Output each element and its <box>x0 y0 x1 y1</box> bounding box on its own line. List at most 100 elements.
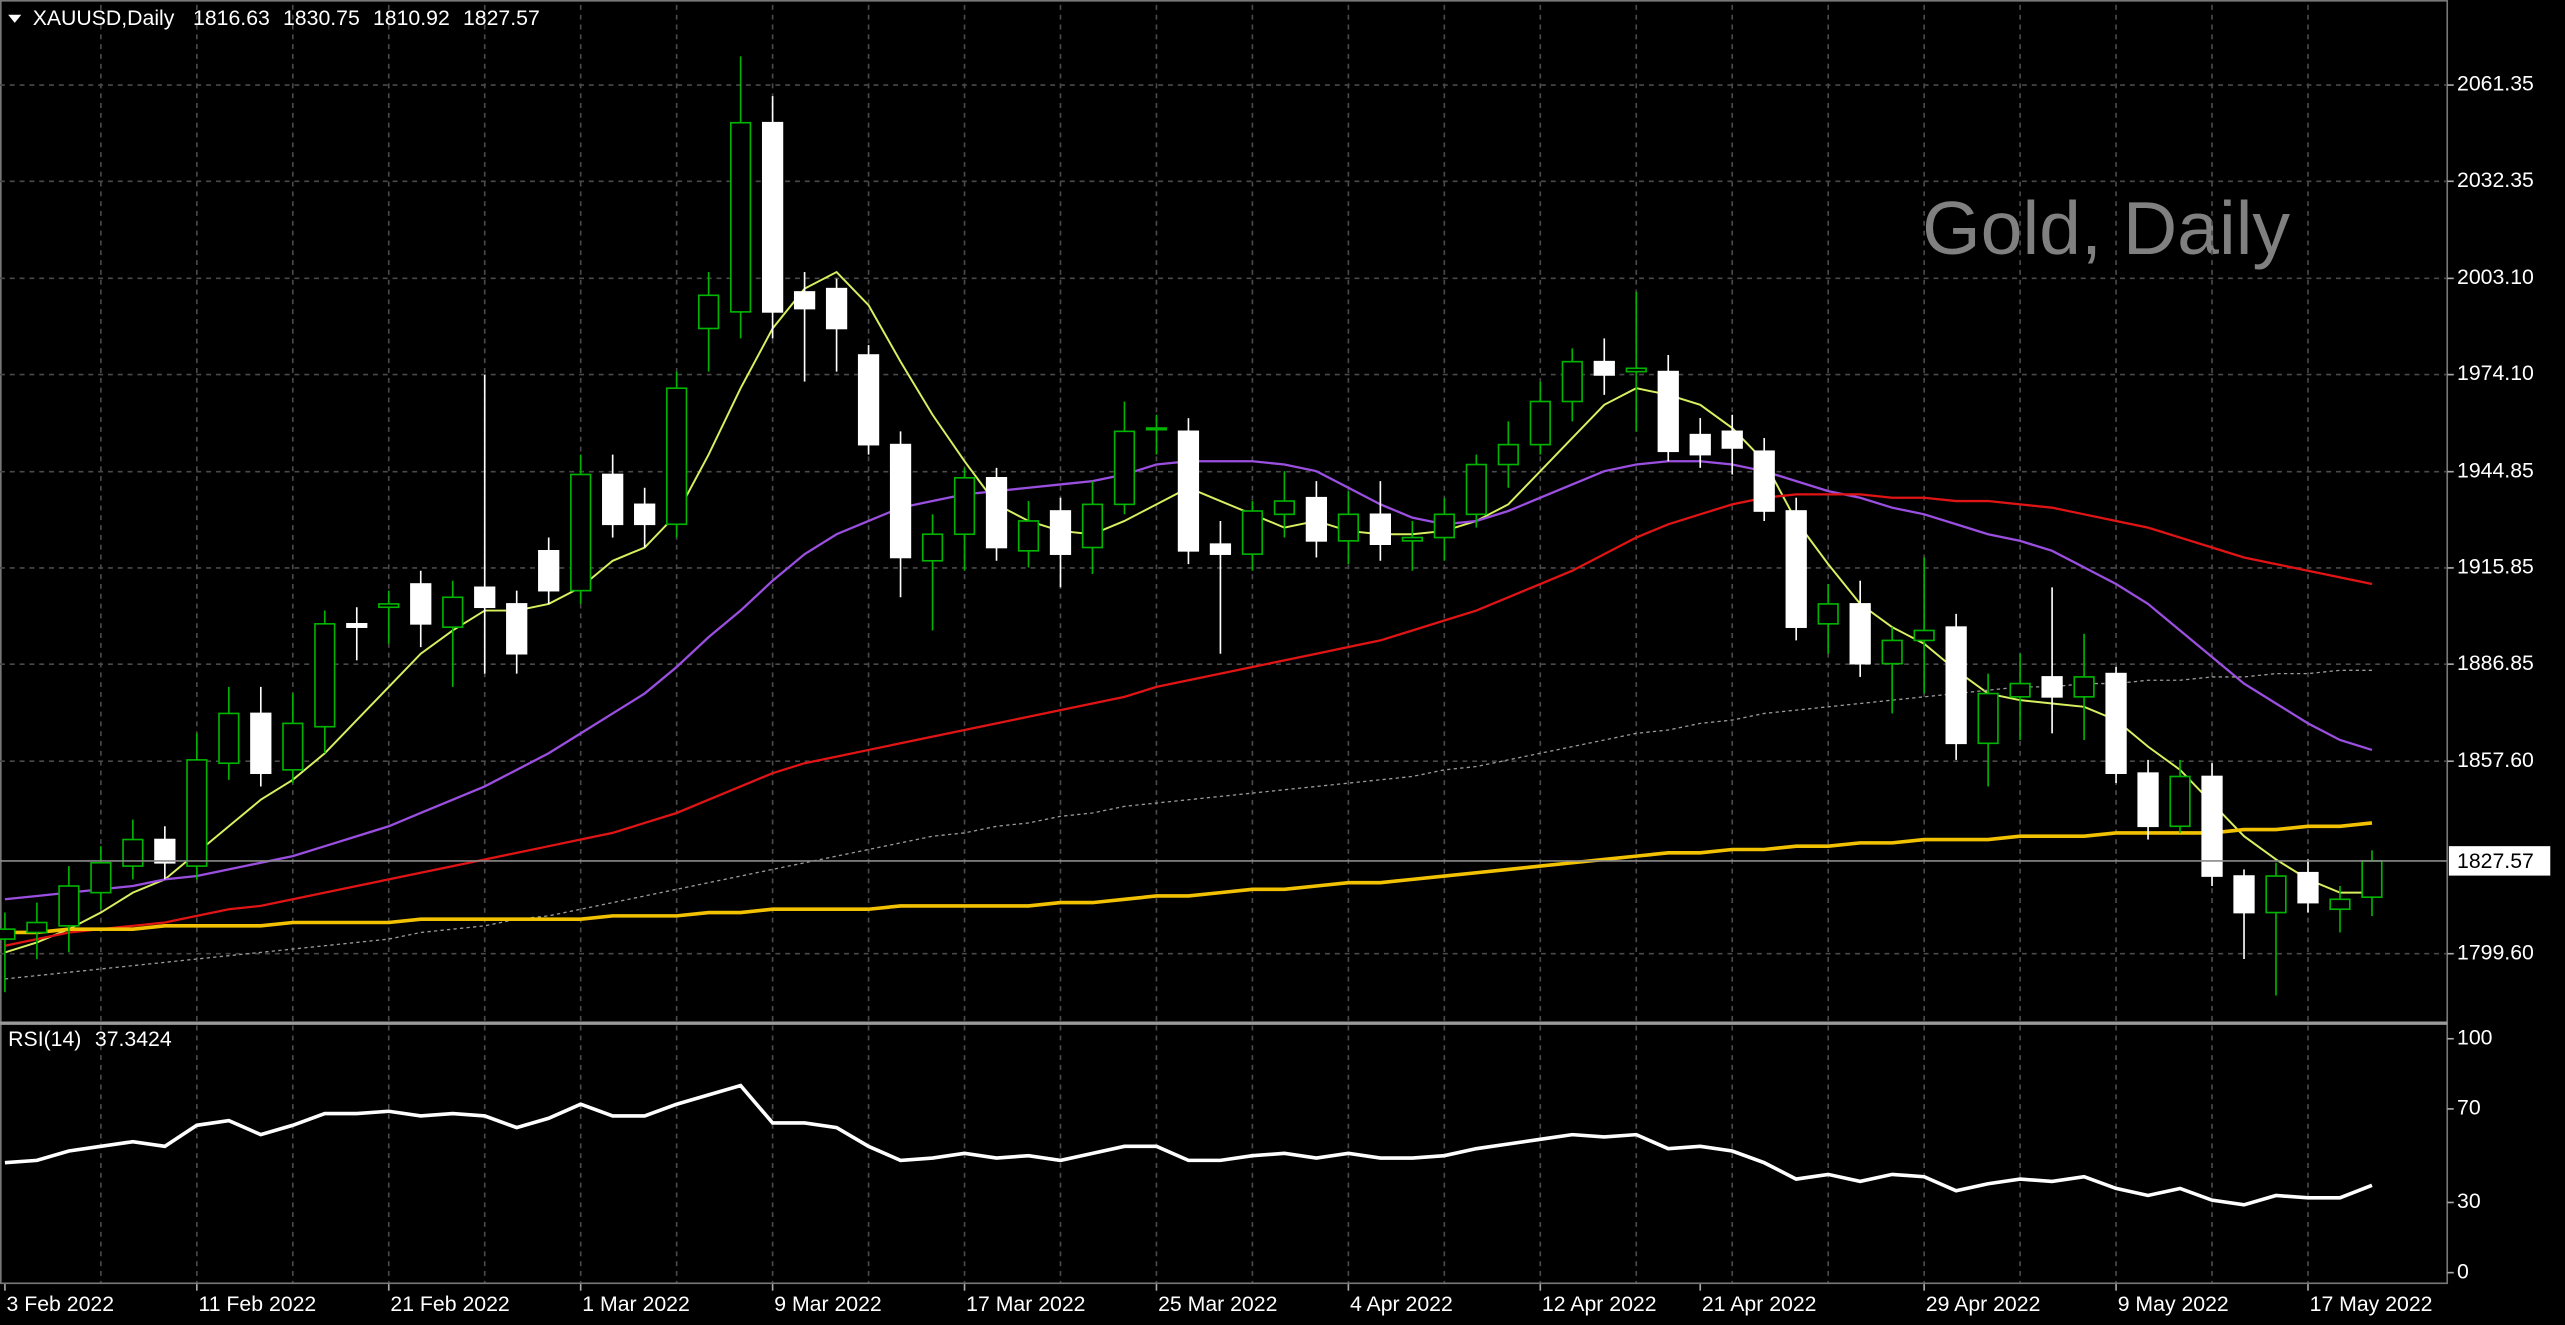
candle-body <box>346 623 368 628</box>
y-tick-label: 2003.10 <box>2457 265 2534 289</box>
current-price-box <box>2448 846 2551 876</box>
candle-body <box>0 928 16 940</box>
rsi-title: RSI(14) <box>8 1027 81 1051</box>
candle-body <box>2233 875 2255 914</box>
candle-body <box>1529 400 1551 446</box>
candle-body <box>1369 513 1391 546</box>
candle-body <box>1753 450 1775 512</box>
candle-body <box>1625 367 1647 373</box>
candle-body <box>857 354 880 446</box>
candle-body <box>729 121 752 313</box>
y-tick-label: 1799.60 <box>2457 940 2534 964</box>
moving-average <box>4 669 2372 980</box>
candle-body <box>1241 510 1264 555</box>
candle-body <box>186 759 208 867</box>
candle-body <box>2041 676 2063 698</box>
y-tick-label: 1944.85 <box>2457 458 2534 482</box>
x-tick-label: 21 Apr 2022 <box>1702 1292 1817 1316</box>
candle-body <box>1785 510 1807 628</box>
current-price-label: 1827.57 <box>2457 849 2534 873</box>
header-high: 1830.75 <box>283 6 360 30</box>
candle-body <box>2105 672 2127 774</box>
candle-body <box>1817 603 1839 625</box>
candle-body <box>2361 860 2383 899</box>
candle-body <box>1945 626 1967 745</box>
y-tick-label: 2032.35 <box>2457 168 2534 192</box>
candle-body <box>1465 463 1487 516</box>
axes: 2061.35 2032.35 2003.10 1974.10 1944.85 1915.… <box>0 72 2551 1316</box>
candle-body <box>889 443 912 559</box>
candle-body <box>921 533 944 562</box>
candle-body <box>250 712 272 774</box>
candle-body <box>1913 629 1935 642</box>
candle-body <box>154 838 176 864</box>
y-tick-label: 0 <box>2457 1259 2469 1283</box>
candle-body <box>1433 513 1455 539</box>
candle-body <box>538 550 560 592</box>
candle-body <box>58 885 80 927</box>
x-tick-label: 21 Feb 2022 <box>390 1292 509 1316</box>
y-tick-label: 70 <box>2457 1096 2481 1120</box>
x-tick-label: 9 Mar 2022 <box>774 1292 882 1316</box>
candle-body <box>122 838 144 867</box>
candle-body <box>1017 520 1040 552</box>
candle-body <box>26 921 48 934</box>
candle-body <box>2169 775 2191 828</box>
candle-body <box>1177 430 1200 552</box>
candle-body <box>1977 692 1999 745</box>
symbol-title: XAUUSD,Daily <box>33 6 175 30</box>
header-close: 1827.57 <box>463 6 540 30</box>
x-tick-label: 12 Apr 2022 <box>1542 1292 1657 1316</box>
rsi-value: 37.3424 <box>95 1027 172 1051</box>
candle-body <box>474 586 496 609</box>
candle-body <box>1497 443 1519 466</box>
candle-body <box>282 722 304 771</box>
candle-body <box>410 583 432 625</box>
x-tick-label: 29 Apr 2022 <box>1926 1292 2041 1316</box>
candle-body <box>1721 430 1743 449</box>
y-tick-label: 1915.85 <box>2457 555 2534 579</box>
rsi-line <box>4 1083 2373 1207</box>
plot-frame <box>0 0 2449 1285</box>
candle-body <box>1049 510 1072 555</box>
y-tick-label: 1886.85 <box>2457 651 2534 675</box>
x-tick-label: 25 Mar 2022 <box>1158 1292 1277 1316</box>
candle-body <box>634 503 656 526</box>
candle-body <box>1689 433 1711 456</box>
candle-body <box>825 287 848 330</box>
candle-body <box>378 603 400 609</box>
x-tick-label: 4 Apr 2022 <box>1350 1292 1453 1316</box>
y-tick-label: 100 <box>2457 1025 2492 1049</box>
x-tick-label: 17 May 2022 <box>2310 1292 2433 1316</box>
candles <box>0 56 2383 996</box>
candle-body <box>1849 603 1871 665</box>
candle-body <box>570 473 592 592</box>
candle-body <box>2297 871 2319 904</box>
candle-body <box>1209 543 1232 555</box>
x-tick-label: 9 May 2022 <box>2118 1292 2229 1316</box>
candle-body <box>1561 360 1583 403</box>
candle-body <box>1305 496 1328 542</box>
candle-body <box>2137 772 2159 828</box>
candle-body <box>314 623 336 728</box>
candle-body <box>1401 536 1423 542</box>
candle-body <box>1657 370 1679 453</box>
candle-body <box>953 476 976 536</box>
menu-triangle[interactable] <box>8 14 22 23</box>
y-tick-label: 1974.10 <box>2457 361 2534 385</box>
candle-body <box>1273 500 1296 516</box>
candle-body <box>506 603 528 655</box>
candle-body <box>1593 360 1615 376</box>
candle-body <box>2329 898 2351 911</box>
candle-body <box>442 596 464 628</box>
x-tick-label: 11 Feb 2022 <box>198 1292 316 1316</box>
header-open: 1816.63 <box>193 6 270 30</box>
candle-body <box>90 861 112 894</box>
candle-body <box>697 294 720 330</box>
watermark: Gold, Daily <box>1922 186 2290 270</box>
candle-body <box>985 476 1008 549</box>
x-tick-label: 17 Mar 2022 <box>966 1292 1085 1316</box>
